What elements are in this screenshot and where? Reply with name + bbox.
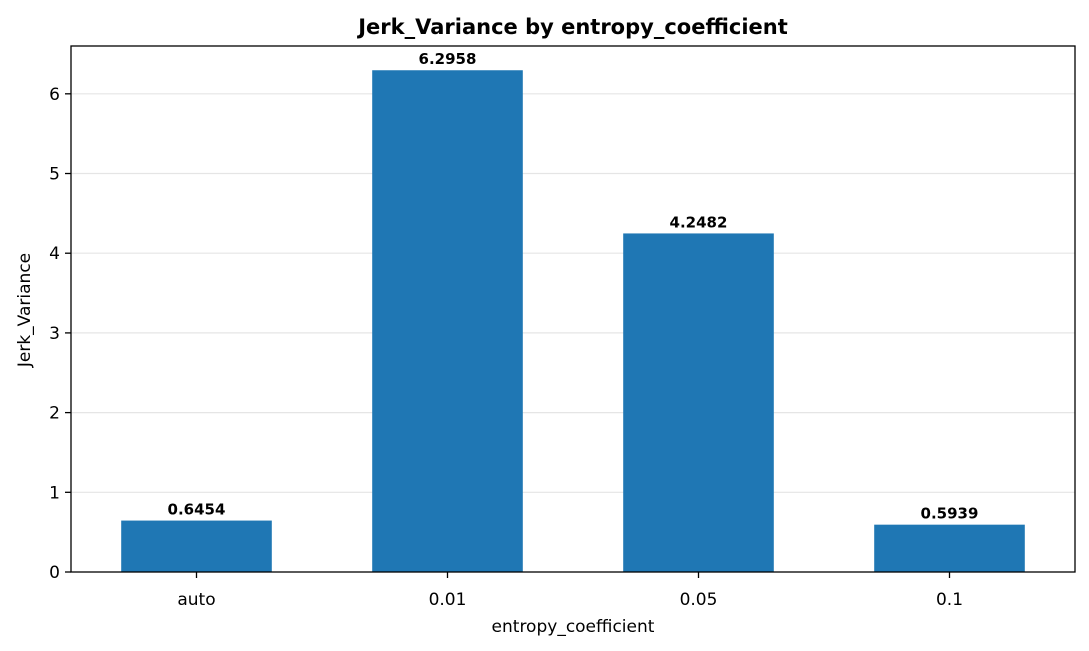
bar <box>874 524 1025 572</box>
bar <box>121 520 272 572</box>
bars <box>121 70 1025 572</box>
bar-value-label: 6.2958 <box>419 50 477 68</box>
y-axis-label: Jerk_Variance <box>15 253 35 368</box>
bar-value-label: 4.2482 <box>670 213 728 231</box>
value-labels: 0.6454 6.2958 4.2482 0.5939 <box>168 50 979 522</box>
bar-value-label: 0.5939 <box>921 505 979 523</box>
bar-value-label: 0.6454 <box>168 501 226 519</box>
x-axis: auto 0.01 0.05 0.1 <box>177 572 963 610</box>
bar <box>372 70 523 572</box>
x-tick-label: auto <box>177 590 215 610</box>
y-tick-label: 5 <box>49 165 60 185</box>
y-tick-label: 0 <box>49 563 60 583</box>
x-tick-label: 0.1 <box>936 590 963 610</box>
chart-title: Jerk_Variance by entropy_coefficient <box>356 15 788 39</box>
y-tick-label: 1 <box>49 483 60 503</box>
gridlines <box>71 93 1075 493</box>
y-tick-label: 6 <box>49 85 60 105</box>
plot-frame <box>70 45 1076 573</box>
y-tick-label: 2 <box>49 404 60 424</box>
y-tick-label: 4 <box>49 244 60 264</box>
x-tick-label: 0.05 <box>680 590 718 610</box>
x-tick-label: 0.01 <box>429 590 467 610</box>
bar <box>623 233 774 572</box>
y-tick-label: 3 <box>49 324 60 344</box>
x-axis-label: entropy_coefficient <box>492 617 655 637</box>
y-axis: 0 1 2 3 4 5 6 <box>49 85 71 583</box>
